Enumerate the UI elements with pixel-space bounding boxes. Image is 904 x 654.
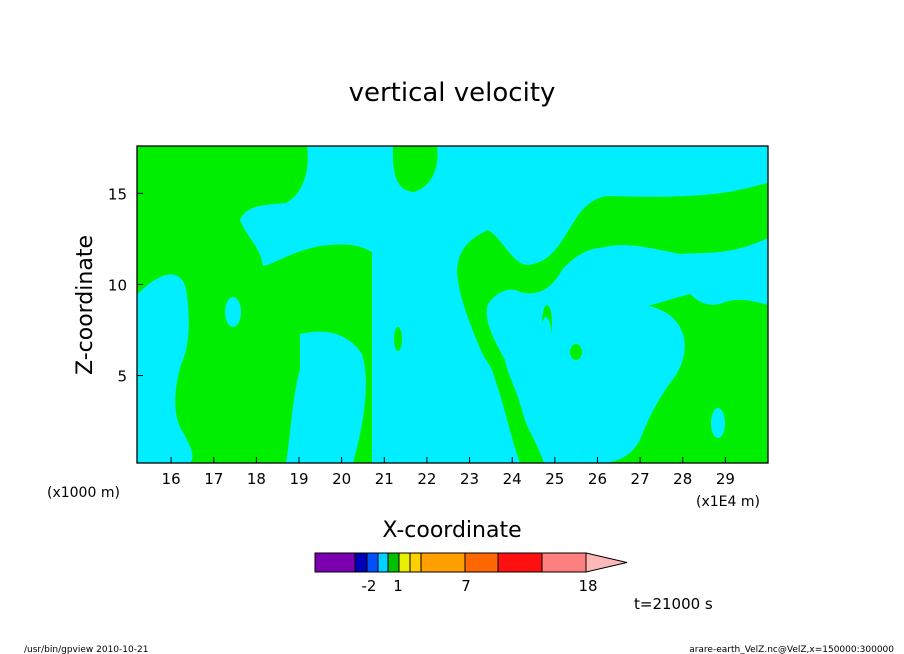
x-tick-label: 25: [545, 470, 564, 488]
x-tick-label: 29: [716, 470, 735, 488]
z-axis-label: Z-coordinate: [73, 235, 98, 375]
colorbar-segment: [354, 552, 368, 573]
small-green-blob-1: [301, 291, 315, 311]
colorbar-segment: [366, 552, 379, 573]
y-axis-ticks: 5 10 15: [108, 185, 143, 386]
x-unit-right: (x1E4 m): [696, 494, 760, 510]
colorbar-segment: [497, 552, 543, 573]
x-tick-label: 20: [332, 470, 351, 488]
chart-title: vertical velocity: [349, 78, 556, 108]
colorbar-tick-label: 18: [578, 577, 597, 595]
x-tick-label: 27: [631, 470, 650, 488]
footer-left: /usr/bin/gpview 2010-10-21: [24, 645, 148, 654]
x-tick-label: 26: [588, 470, 607, 488]
x-tick-label: 19: [289, 470, 308, 488]
upper-center-positive-region: [392, 146, 438, 192]
x-tick-label: 22: [417, 470, 436, 488]
x-tick-label: 24: [503, 470, 522, 488]
lower-right-cyan-pocket: [580, 303, 685, 463]
colorbar-tick-label: 1: [393, 577, 403, 595]
y-tick-label: 10: [108, 276, 127, 294]
colorbar-segment: [398, 552, 411, 573]
lower-center-cyan-pocket: [438, 353, 520, 463]
x-tick-label: 18: [247, 470, 266, 488]
left-cyan-pocket: [137, 274, 193, 463]
x-tick-label: 23: [460, 470, 479, 488]
x-tick-label: 17: [204, 470, 223, 488]
small-cyan-blob-1: [225, 297, 241, 327]
y-tick-label: 5: [117, 368, 127, 386]
small-cyan-blob-3: [711, 408, 725, 438]
footer-right: arare-earth_VelZ.nc@VelZ,x=150000:300000: [689, 645, 894, 654]
colorbar-arrow: [585, 552, 628, 573]
colorbar-segment: [377, 552, 389, 573]
colorbar-segment: [314, 552, 356, 573]
plot-area: [136, 145, 769, 464]
x-tick-label: 28: [673, 470, 692, 488]
colorbar-tick-label: -2: [362, 577, 377, 595]
colorbar: -2 1 7 18: [314, 552, 628, 595]
middle-left-cyan-pocket: [286, 331, 366, 463]
y-tick-label: 15: [108, 185, 127, 203]
plot-frame: [136, 145, 769, 464]
colorbar-segment: [387, 552, 400, 573]
time-label: t=21000 s: [634, 595, 713, 613]
colorbar-segment: [420, 552, 466, 573]
colorbar-tick-label: 7: [461, 577, 471, 595]
x-axis-label: X-coordinate: [382, 518, 521, 543]
colorbar-segment: [541, 552, 587, 573]
colorbar-segment: [464, 552, 499, 573]
small-cyan-blob-2: [541, 317, 551, 349]
right-lower-positive-strip: [690, 374, 768, 463]
x-axis-ticks: 16 17 18 19 20 21 22 23 24 25 26 27 28 29: [162, 457, 735, 488]
x-tick-label: 16: [162, 470, 181, 488]
x-tick-label: 21: [375, 470, 394, 488]
small-green-blob-4: [570, 344, 582, 360]
small-green-blob-2: [394, 327, 402, 351]
x-unit-left: (x1000 m): [47, 485, 120, 501]
colorbar-segment: [409, 552, 422, 573]
